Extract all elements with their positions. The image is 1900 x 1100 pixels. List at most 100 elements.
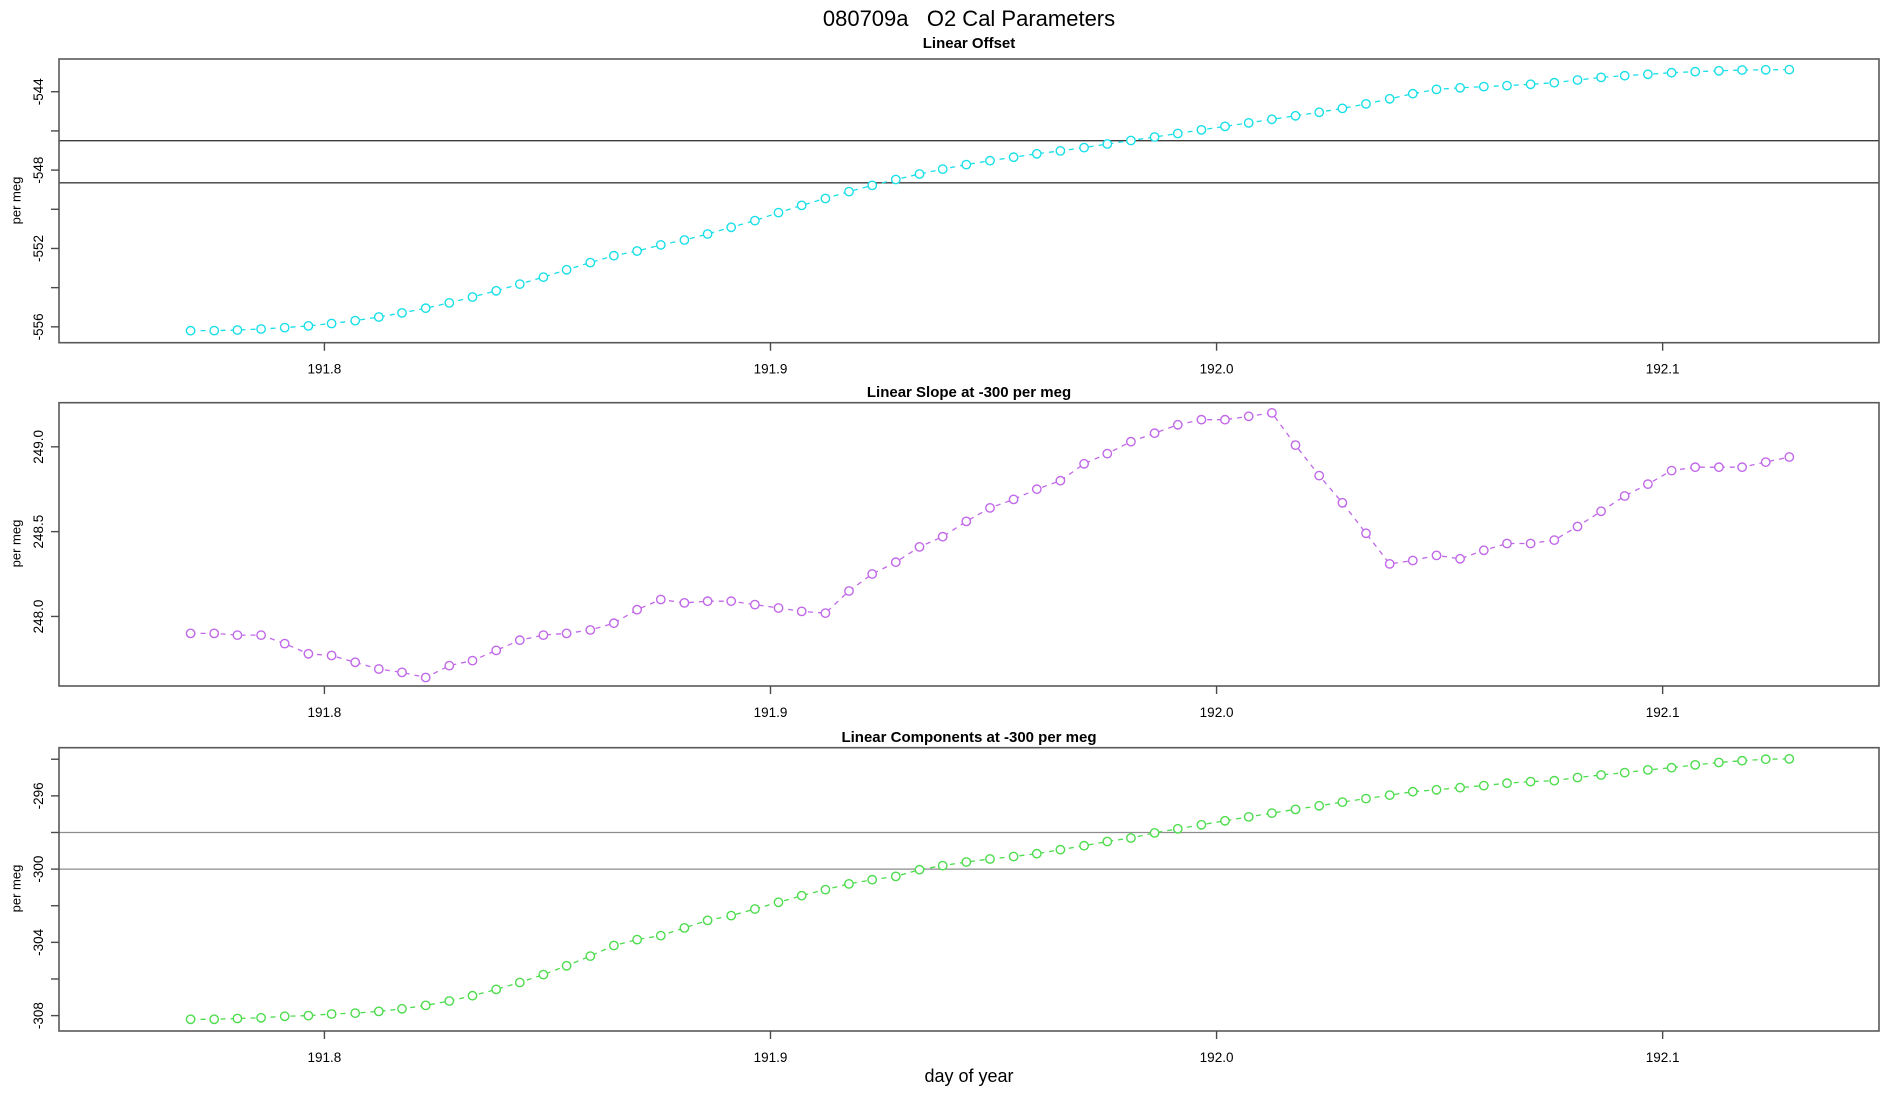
data-point	[1243, 411, 1254, 422]
data-point	[937, 531, 948, 542]
data-point	[796, 890, 807, 901]
data-point	[1431, 784, 1442, 795]
y-axis-tick-label: 248.5	[31, 515, 46, 549]
data-point	[1102, 139, 1113, 149]
data-point	[1008, 494, 1019, 505]
data-point	[985, 854, 995, 864]
data-point	[679, 235, 690, 245]
data-point	[256, 1012, 266, 1023]
data-point	[1502, 778, 1512, 789]
panel-2-title: Linear Slope at -300 per meg	[866, 384, 1072, 401]
data-point	[467, 292, 478, 302]
data-point	[1196, 819, 1207, 830]
data-point	[1760, 457, 1771, 467]
y-axis-tick-label: -556	[31, 313, 46, 340]
data-point	[1384, 559, 1395, 569]
data-point	[1008, 851, 1019, 862]
data-point	[538, 969, 549, 980]
data-point	[773, 207, 784, 218]
data-point	[961, 857, 972, 867]
data-point	[1126, 135, 1136, 146]
data-point	[1196, 414, 1207, 425]
data-point	[232, 325, 243, 335]
data-point	[232, 1013, 243, 1024]
data-point	[1643, 479, 1653, 489]
data-point	[1384, 93, 1395, 104]
data-point	[1126, 436, 1136, 447]
data-point	[985, 155, 995, 166]
data-point	[1666, 762, 1677, 773]
data-point	[1220, 815, 1230, 826]
data-point	[1384, 790, 1395, 800]
data-point	[867, 569, 878, 579]
data-point	[1549, 77, 1560, 88]
data-line	[190, 758, 1790, 1020]
data-point	[1361, 99, 1371, 109]
data-point	[985, 502, 995, 513]
data-point	[303, 648, 314, 659]
data-point	[844, 879, 854, 889]
data-point	[1478, 81, 1489, 92]
data-point	[491, 285, 502, 296]
data-point	[1525, 538, 1536, 549]
data-point	[844, 186, 854, 197]
data-point	[1714, 65, 1724, 76]
data-point	[1172, 419, 1183, 430]
data-point	[1690, 462, 1701, 473]
data-point	[1102, 448, 1113, 459]
data-point	[514, 635, 525, 646]
data-point	[655, 930, 666, 941]
data-point	[1079, 840, 1090, 851]
plot-border	[58, 746, 1880, 1032]
y-axis-tick-label: -544	[31, 78, 46, 106]
data-point	[890, 871, 901, 882]
data-point	[937, 164, 948, 175]
data-point	[326, 1009, 337, 1019]
data-point	[655, 594, 666, 605]
data-point	[1220, 414, 1230, 425]
data-point	[914, 864, 925, 875]
data-point	[726, 596, 737, 607]
data-point	[1643, 765, 1653, 775]
data-point	[373, 312, 384, 322]
data-point	[1760, 64, 1771, 75]
data-point	[444, 996, 455, 1006]
data-point	[279, 638, 290, 649]
data-point	[1407, 555, 1418, 566]
data-point	[1525, 79, 1536, 90]
x-axis-tick-label: 192.0	[1200, 1050, 1234, 1065]
data-point	[961, 159, 972, 170]
x-axis-tick-label: 192.1	[1646, 705, 1680, 720]
y-axis-tick-label: -552	[31, 235, 46, 262]
data-point	[420, 672, 431, 683]
x-axis-tick-label: 191.8	[308, 362, 342, 377]
x-axis-tick-label: 192.1	[1646, 1050, 1680, 1065]
plot-border	[58, 401, 1880, 687]
data-point	[1643, 69, 1653, 80]
panel-2-group: 249.0 248.5 248.0 191.8 191.9 192.0 192.1	[31, 401, 1880, 720]
data-point	[561, 628, 572, 639]
data-point	[1714, 462, 1724, 473]
data-point	[538, 630, 549, 640]
data-point	[702, 915, 713, 926]
data-point	[820, 608, 831, 618]
data-point	[914, 169, 925, 179]
data-point	[256, 630, 266, 640]
data-point	[209, 628, 220, 639]
data-point	[1031, 484, 1042, 495]
data-point	[326, 650, 337, 661]
x-axis-tick-label: 192.1	[1646, 362, 1680, 377]
data-point	[1361, 793, 1371, 804]
data-point	[1619, 70, 1630, 81]
x-axis-tick-label: 191.8	[308, 1050, 342, 1065]
data-point	[1760, 754, 1771, 765]
data-point	[1337, 497, 1348, 508]
data-point	[1314, 107, 1325, 118]
data-point	[1314, 800, 1325, 811]
data-point	[303, 320, 314, 331]
x-axis-tick-label: 191.9	[754, 1050, 788, 1065]
data-point	[702, 229, 713, 239]
data-point	[585, 951, 596, 961]
data-point	[1149, 132, 1160, 142]
data-point	[702, 596, 713, 607]
